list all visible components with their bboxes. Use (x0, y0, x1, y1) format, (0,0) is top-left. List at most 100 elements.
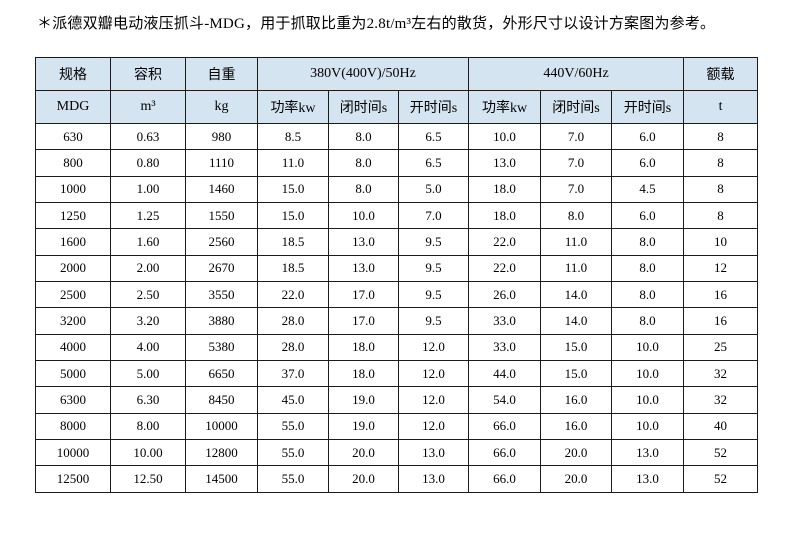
table-row: 1250 1.25 1550 15.0 10.0 7.0 18.0 8.0 6.0 8 (35, 202, 759, 230)
table-cell: 8.00 (110, 412, 186, 441)
table-cell: 8.0 (328, 149, 399, 177)
table-cell: 8 (683, 175, 759, 204)
table-cell: 13.0 (328, 254, 399, 283)
table-cell: 28.0 (257, 307, 329, 335)
table-cell: 37.0 (257, 360, 329, 388)
header-group-cell: 自重 (185, 57, 258, 91)
table-cell: 8.0 (328, 122, 399, 151)
table-cell: 32 (683, 386, 759, 414)
table-row: 4000 4.00 5380 28.0 18.0 12.0 33.0 15.0 10.0 25 (35, 333, 759, 362)
table-cell: 44.0 (468, 360, 542, 388)
table-row: 800 0.80 1110 11.0 8.0 6.5 13.0 7.0 6.0 8 (35, 149, 759, 177)
table-cell: 8.0 (611, 254, 685, 283)
table-cell: 5.0 (397, 175, 470, 204)
table-cell: 17.0 (328, 281, 399, 309)
table-cell: 10000 (185, 412, 258, 441)
table-cell: 15.0 (540, 333, 613, 362)
table-cell: 17.0 (328, 307, 399, 335)
table-cell: 1550 (185, 202, 258, 230)
table-cell: 7.0 (540, 175, 613, 204)
table-cell: 5.00 (110, 360, 186, 388)
table-cell: 20.0 (540, 465, 613, 493)
table-header: 规格 容积 自重 380V(400V)/50Hz 440V/60Hz 额载 MDG m³ kg… (35, 57, 759, 124)
table-cell: 16 (683, 281, 759, 309)
table-cell: 52 (683, 465, 759, 493)
table-cell: 6.0 (611, 122, 685, 151)
table-cell: 9.5 (397, 228, 470, 256)
table-cell: 22.0 (257, 281, 329, 309)
table-cell: 3880 (185, 307, 258, 335)
table-cell: 52 (683, 439, 759, 467)
header-row-groups: 规格 容积 自重 380V(400V)/50Hz 440V/60Hz 额载 (35, 57, 759, 91)
table-cell: 55.0 (257, 439, 329, 467)
table-cell: 8.0 (611, 228, 685, 256)
table-cell: 11.0 (540, 254, 613, 283)
header-unit-cell: 开时间s (611, 90, 685, 124)
spec-table: 规格 容积 自重 380V(400V)/50Hz 440V/60Hz 额载 MDG m³ kg… (35, 57, 759, 493)
table-cell: 1600 (35, 228, 111, 256)
table-row: 1000 1.00 1460 15.0 8.0 5.0 18.0 7.0 4.5 8 (35, 175, 759, 204)
table-cell: 14500 (185, 465, 258, 493)
table-cell: 54.0 (468, 386, 542, 414)
table-cell: 8.0 (611, 307, 685, 335)
table-cell: 4000 (35, 333, 111, 362)
table-cell: 8 (683, 122, 759, 151)
table-cell: 5000 (35, 360, 111, 388)
table-cell: 32 (683, 360, 759, 388)
table-cell: 18.5 (257, 228, 329, 256)
table-row: 2000 2.00 2670 18.5 13.0 9.5 22.0 11.0 8.0 12 (35, 254, 759, 283)
table-row: 630 0.63 980 8.5 8.0 6.5 10.0 7.0 6.0 8 (35, 122, 759, 151)
table-cell: 2.50 (110, 281, 186, 309)
table-cell: 10.0 (611, 412, 685, 441)
table-cell: 8.0 (611, 281, 685, 309)
table-cell: 2.00 (110, 254, 186, 283)
table-cell: 45.0 (257, 386, 329, 414)
table-cell: 980 (185, 122, 258, 151)
table-cell: 6.30 (110, 386, 186, 414)
table-cell: 18.0 (328, 333, 399, 362)
table-cell: 0.80 (110, 149, 186, 177)
table-cell: 10.0 (611, 360, 685, 388)
table-cell: 9.5 (397, 307, 470, 335)
table-cell: 7.0 (540, 149, 613, 177)
table-cell: 12 (683, 254, 759, 283)
header-unit-cell: 开时间s (397, 90, 470, 124)
table-cell: 15.0 (257, 202, 329, 230)
table-cell: 16.0 (540, 412, 613, 441)
header-unit-cell: m³ (110, 90, 186, 124)
table-cell: 0.63 (110, 122, 186, 151)
table-cell: 12500 (35, 465, 111, 493)
table-cell: 18.5 (257, 254, 329, 283)
table-cell: 6.5 (397, 122, 470, 151)
table-cell: 15.0 (540, 360, 613, 388)
table-cell: 13.0 (611, 465, 685, 493)
table-cell: 2670 (185, 254, 258, 283)
table-cell: 13.0 (468, 149, 542, 177)
table-cell: 55.0 (257, 465, 329, 493)
table-cell: 13.0 (328, 228, 399, 256)
table-cell: 20.0 (328, 439, 399, 467)
table-cell: 12.0 (397, 333, 470, 362)
page-title: ＊派德双瓣电动液压抓斗-MDG，用于抓取比重为2.8t/m³左右的散货，外形尺寸… (37, 16, 716, 32)
table-cell: 25 (683, 333, 759, 362)
table-cell: 33.0 (468, 307, 542, 335)
table-row: 8000 8.00 10000 55.0 19.0 12.0 66.0 16.0 10.0 40 (35, 412, 759, 441)
header-unit-cell: 功率kw (257, 90, 329, 124)
header-group-cell: 380V(400V)/50Hz (256, 57, 470, 91)
table-cell: 8 (683, 149, 759, 177)
table-cell: 12.0 (397, 412, 470, 441)
table-row: 5000 5.00 6650 37.0 18.0 12.0 44.0 15.0 10.0 32 (35, 360, 759, 388)
table-cell: 13.0 (611, 439, 685, 467)
table-cell: 8.0 (328, 175, 399, 204)
table-cell: 4.5 (611, 175, 685, 204)
table-cell: 18.0 (328, 360, 399, 388)
header-group-cell: 额载 (683, 57, 759, 91)
table-row: 3200 3.20 3880 28.0 17.0 9.5 33.0 14.0 8.0 16 (35, 307, 759, 335)
table-cell: 22.0 (468, 254, 542, 283)
table-row: 12500 12.50 14500 55.0 20.0 13.0 66.0 20.0 13.0 5… (35, 465, 759, 493)
table-row: 10000 10.00 12800 55.0 20.0 13.0 66.0 20.0 13.0 5… (35, 439, 759, 467)
table-cell: 12.0 (397, 386, 470, 414)
table-cell: 26.0 (468, 281, 542, 309)
table-cell: 13.0 (397, 465, 470, 493)
table-cell: 10000 (35, 439, 111, 467)
